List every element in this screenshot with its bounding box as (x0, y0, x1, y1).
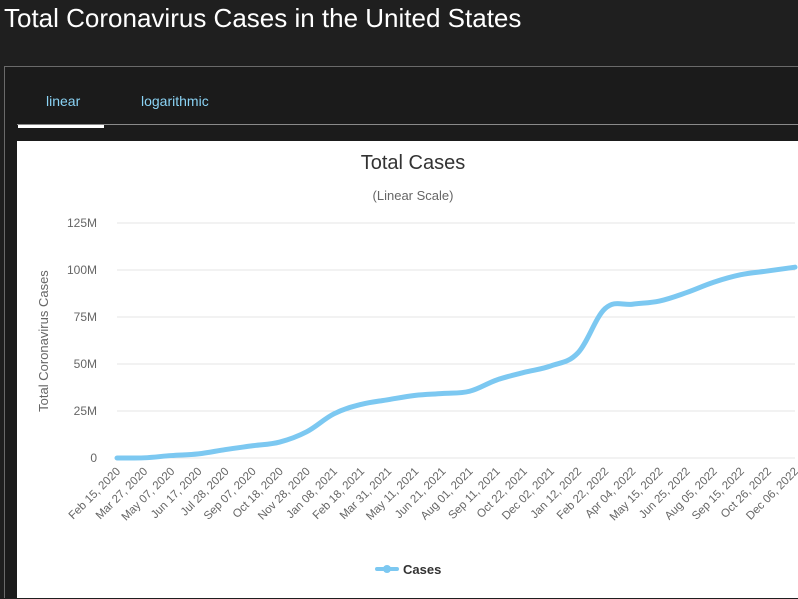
y-axis-ticks: 0 25M 50M 75M 100M 125M (67, 216, 97, 465)
page-title: Total Coronavirus Cases in the United St… (4, 3, 522, 33)
legend-label-cases: Cases (403, 562, 441, 577)
tab-logarithmic[interactable]: logarithmic (141, 93, 209, 109)
chart-subtitle: (Linear Scale) (373, 188, 454, 203)
series (114, 264, 798, 461)
gridlines (117, 222, 795, 459)
scale-tabs: linear logarithmic (17, 67, 798, 128)
y-tick-label: 0 (90, 451, 97, 465)
tab-linear[interactable]: linear (17, 93, 105, 128)
y-tick-label: 125M (67, 216, 97, 230)
y-tick-label: 100M (67, 263, 97, 277)
y-tick-label: 75M (74, 310, 97, 324)
chart-title: Total Cases (361, 152, 466, 174)
y-tick-label: 25M (74, 404, 97, 418)
chart-panel: linear logarithmic Total Cases (Linear S… (4, 66, 798, 598)
legend[interactable]: Cases (375, 562, 441, 577)
y-tick-label: 50M (74, 357, 97, 371)
chart-container: Total Cases (Linear Scale) Total Coronav… (17, 141, 798, 598)
legend-marker-cases (383, 565, 391, 573)
series-line-cases[interactable] (114, 264, 798, 461)
line-chart: Total Cases (Linear Scale) Total Coronav… (36, 152, 798, 577)
y-axis-label: Total Coronavirus Cases (36, 270, 51, 412)
